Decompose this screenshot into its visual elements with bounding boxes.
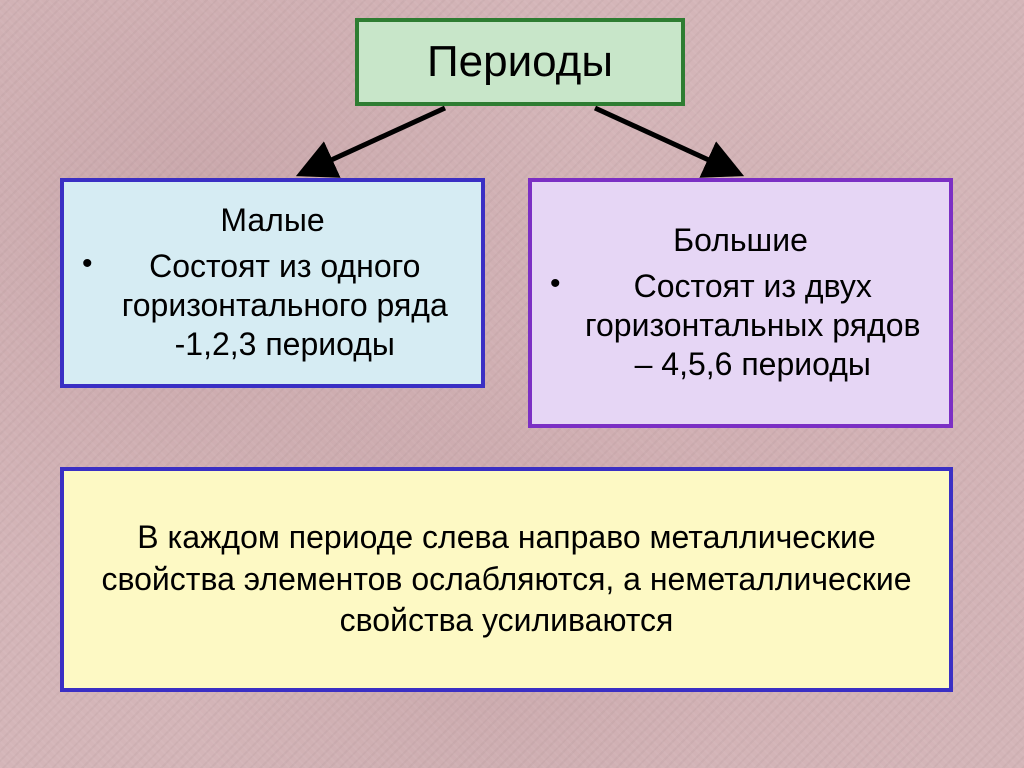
footer-box: В каждом периоде слева направо металличе…	[60, 467, 953, 692]
large-periods-box: Большие • Состоят из двух горизонтальных…	[528, 178, 953, 428]
large-periods-header: Большие	[673, 222, 808, 259]
small-periods-body: Состоят из одного горизонтального ряда -…	[107, 247, 463, 364]
bullet-icon: •	[550, 267, 561, 302]
small-periods-header: Малые	[220, 202, 324, 239]
footer-text: В каждом периоде слева направо металличе…	[86, 517, 927, 642]
bullet-icon: •	[82, 247, 93, 282]
large-periods-body: Состоят из двух горизонтальных рядов – 4…	[575, 267, 931, 384]
small-periods-box: Малые • Состоят из одного горизонтальног…	[60, 178, 485, 388]
